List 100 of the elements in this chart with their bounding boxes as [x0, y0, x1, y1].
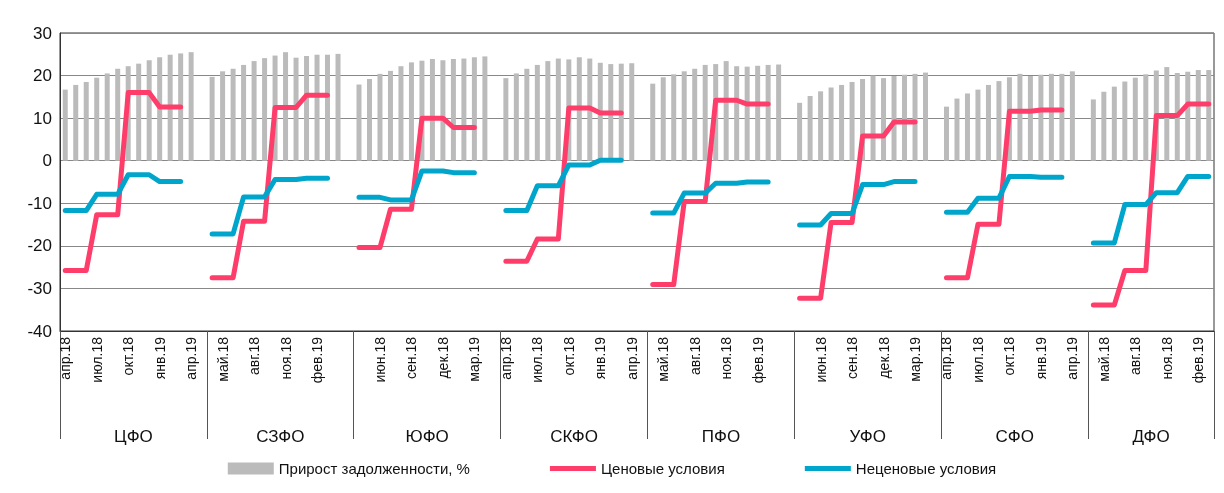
x-tick-label: сен.18 — [844, 336, 861, 379]
bar — [167, 54, 173, 161]
x-tick-label: май.18 — [214, 336, 231, 382]
bar — [293, 57, 299, 161]
bar — [692, 68, 698, 161]
y-tick-label: 30 — [33, 23, 52, 43]
bar — [251, 61, 257, 161]
bar — [891, 76, 897, 161]
bar — [262, 58, 268, 161]
y-tick-label: 0 — [42, 151, 52, 171]
bar — [912, 73, 918, 161]
bar — [178, 53, 184, 161]
bar — [681, 71, 687, 161]
bar — [524, 68, 530, 161]
bar — [587, 58, 593, 161]
bar — [576, 57, 582, 161]
bar — [136, 63, 142, 161]
x-tick-label: янв.19 — [151, 336, 168, 380]
bar — [188, 52, 194, 161]
bar — [471, 57, 477, 161]
bar — [534, 64, 540, 161]
x-tick-label: авг.18 — [1127, 336, 1144, 376]
x-tick-label: июл.18 — [88, 336, 105, 383]
bar — [1090, 99, 1096, 161]
x-tick-label: сен.18 — [403, 336, 420, 379]
y-tick-label: -40 — [27, 321, 52, 341]
x-tick-label: ноя.18 — [718, 336, 735, 380]
bar — [660, 77, 666, 161]
bar — [1111, 86, 1117, 161]
bar — [146, 60, 152, 161]
y-tick-label: -10 — [27, 193, 52, 213]
bar — [964, 93, 970, 161]
x-tick-label: окт.18 — [1001, 336, 1018, 376]
text: СФО — [995, 426, 1034, 446]
bar — [115, 68, 121, 161]
bar — [157, 57, 163, 161]
bar — [241, 64, 247, 161]
bar — [650, 83, 656, 161]
bar — [1195, 70, 1201, 161]
bar — [943, 106, 949, 161]
x-tick-label: апр.18 — [57, 336, 74, 380]
bar — [220, 71, 226, 161]
x-tick-label: май.18 — [655, 336, 672, 382]
text: ЮФО — [405, 426, 449, 446]
x-tick-label: авг.18 — [686, 336, 703, 376]
text: УФО — [849, 426, 886, 446]
bar — [828, 87, 834, 161]
x-tick-label: июн.18 — [812, 336, 829, 383]
x-tick-label: апр.18 — [497, 336, 514, 380]
bar — [83, 81, 89, 161]
x-tick-label: фев.19 — [1190, 336, 1207, 384]
bar — [440, 60, 446, 161]
x-tick-label: ноя.18 — [277, 336, 294, 380]
x-tick-label: май.18 — [1095, 336, 1112, 382]
bar — [1164, 67, 1170, 161]
x-tick-label: июл.18 — [529, 336, 546, 383]
bar — [870, 75, 876, 161]
bar — [62, 89, 68, 161]
text: ЦФО — [114, 426, 153, 446]
x-tick-label: фев.19 — [309, 336, 326, 384]
bar — [1038, 74, 1044, 161]
bar — [1174, 73, 1180, 161]
bar — [996, 81, 1002, 161]
x-tick-label: янв.19 — [1032, 336, 1049, 380]
bar — [1143, 74, 1149, 161]
x-tick-label: июн.18 — [371, 336, 388, 383]
bar — [629, 63, 635, 161]
bar — [1185, 71, 1191, 161]
x-tick-label: апр.19 — [623, 336, 640, 380]
bar — [1122, 81, 1128, 161]
x-tick-label: дек.18 — [875, 336, 892, 379]
x-tick-label: апр.19 — [183, 336, 200, 380]
bar — [377, 73, 383, 161]
bar — [398, 66, 404, 161]
bar — [765, 64, 771, 161]
y-tick-label: -20 — [27, 236, 52, 256]
bar — [702, 64, 708, 161]
bar — [73, 84, 79, 161]
bar — [818, 91, 824, 161]
x-tick-label: июл.18 — [969, 336, 986, 383]
bar — [1101, 91, 1107, 161]
x-tick-label: фев.19 — [749, 336, 766, 384]
bar — [734, 66, 740, 161]
x-tick-label: окт.18 — [560, 336, 577, 376]
x-tick-label: мар.19 — [466, 336, 483, 382]
bar — [304, 55, 310, 161]
bar — [450, 58, 456, 161]
bar — [387, 70, 393, 161]
y-tick-label: 20 — [33, 66, 52, 86]
bar — [923, 72, 928, 161]
y-tick-label: -30 — [27, 278, 52, 298]
bar — [408, 62, 414, 161]
bar — [975, 89, 981, 161]
bar — [1048, 73, 1054, 161]
x-tick-label: мар.19 — [907, 336, 924, 382]
bar — [461, 58, 467, 161]
bar — [985, 84, 991, 161]
bar — [1017, 73, 1023, 161]
bar — [597, 62, 603, 161]
text: СКФО — [550, 426, 598, 446]
